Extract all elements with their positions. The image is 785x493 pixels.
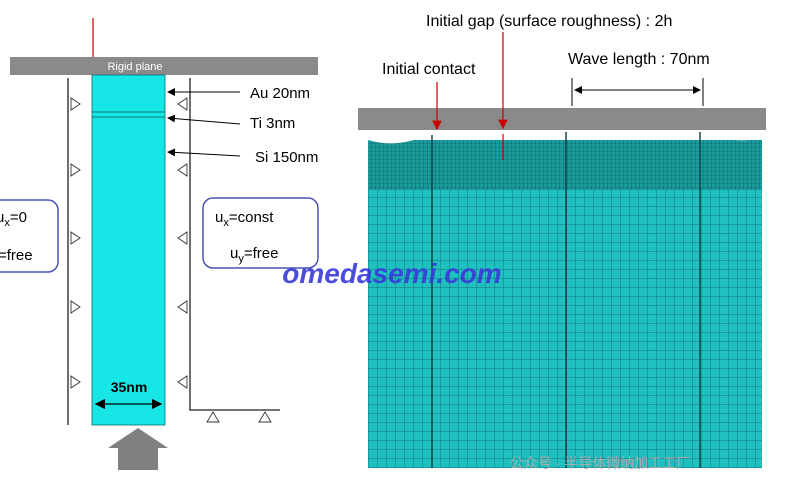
subscript: x	[223, 217, 229, 229]
width-label: 35nm	[111, 379, 148, 395]
mesh-fine	[368, 130, 762, 190]
rigid-plane	[10, 57, 318, 75]
layer-label: Au 20nm	[250, 85, 310, 102]
symbol: u	[230, 245, 238, 262]
layer-label: Ti 3nm	[250, 115, 295, 132]
left-bc-box	[0, 199, 59, 273]
symbol: u	[215, 209, 223, 226]
subscript: x	[4, 217, 10, 229]
right-panel: Initial gap (surface roughness) : 2h Ini…	[358, 13, 766, 468]
subscript: y	[238, 253, 244, 265]
right-bc-box	[202, 197, 319, 269]
left-bc-line: =free	[0, 247, 33, 264]
pointer	[167, 148, 241, 157]
rigid-plate	[358, 108, 766, 130]
symbol: u	[0, 209, 4, 226]
left-bc-line: ux=0	[0, 209, 27, 229]
partition-lines	[431, 132, 701, 468]
right-wall	[189, 78, 280, 411]
left-panel: Rigid plane Au 20nm Ti 3nm Si 150nm ux=0…	[0, 18, 319, 470]
support-arrow	[108, 428, 168, 470]
right-bc-line: uy=free	[230, 245, 278, 265]
specimen	[91, 74, 166, 426]
pointer	[167, 114, 241, 125]
condition: =const	[229, 209, 274, 226]
layer-label: Si 150nm	[255, 149, 318, 166]
condition: =0	[10, 209, 27, 226]
condition: =free	[244, 245, 279, 262]
roller-supports	[70, 97, 272, 423]
wechat-watermark: 公众号 · 半导体微纳加工工厂	[510, 455, 690, 471]
wavelength-label: Wave length : 70nm	[568, 51, 710, 68]
watermark: omedasemi.com	[282, 258, 501, 289]
contact-label: Initial contact	[382, 61, 476, 78]
rigid-plane-label: Rigid plane	[107, 61, 162, 73]
right-bc-line: ux=const	[215, 209, 274, 229]
gap-label: Initial gap (surface roughness) : 2h	[426, 13, 672, 30]
